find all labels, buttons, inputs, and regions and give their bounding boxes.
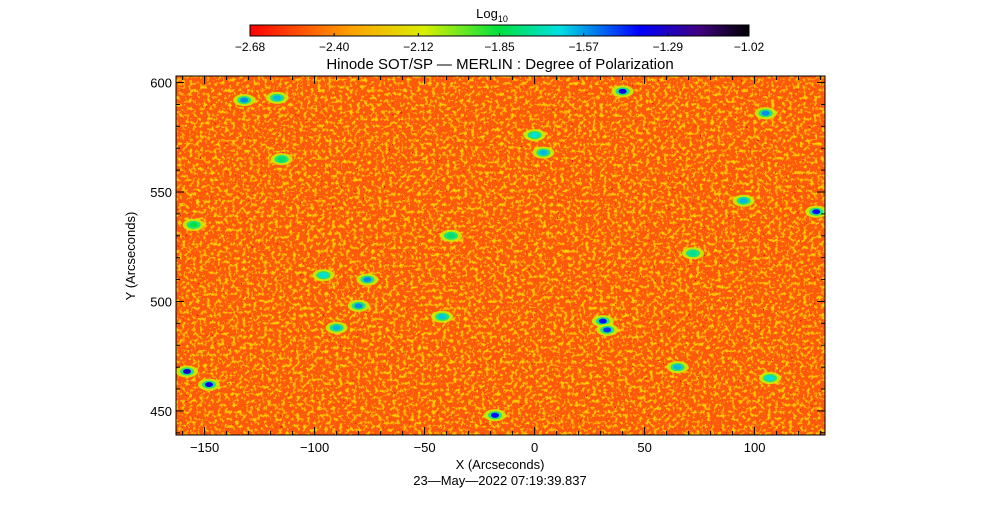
region-core — [603, 327, 612, 333]
chart-title: Hinode SOT/SP — MERLIN : Degree of Polar… — [326, 56, 673, 73]
high-polarization-region — [532, 146, 555, 159]
high-polarization-region — [523, 129, 546, 142]
high-polarization-region — [325, 321, 348, 334]
plot-frame — [175, 75, 826, 436]
high-polarization-region — [805, 205, 825, 218]
heatmap-image — [176, 76, 825, 435]
y-axis-label: Y (Arcseconds) — [123, 212, 138, 301]
region-core — [447, 233, 455, 239]
region-core — [205, 382, 213, 388]
region-core — [539, 150, 548, 156]
region-core — [598, 318, 607, 324]
region-core — [766, 375, 774, 381]
y-tick-label: 550 — [150, 185, 172, 200]
heatmap-regions — [176, 85, 825, 422]
high-polarization-region — [666, 361, 689, 374]
region-core — [354, 303, 363, 309]
high-polarization-region — [233, 94, 256, 107]
high-polarization-region — [176, 365, 198, 378]
region-core — [273, 95, 282, 101]
colorbar-label: Log10 — [476, 6, 508, 24]
x-tick-label: −150 — [190, 440, 219, 455]
x-axis-label: X (Arcseconds) — [456, 457, 545, 472]
x-axis: −150 −100 −50 0 50 100 — [182, 76, 822, 455]
region-core — [363, 277, 372, 283]
y-tick-label: 600 — [150, 76, 172, 91]
region-core — [739, 198, 748, 204]
high-polarization-region — [754, 107, 777, 120]
region-core — [530, 132, 539, 138]
high-polarization-region — [440, 229, 462, 242]
high-polarization-region — [266, 91, 289, 104]
x-tick-label: 0 — [531, 440, 538, 455]
timestamp: 23—May—2022 07:19:39.837 — [413, 473, 586, 488]
region-core — [183, 369, 191, 375]
region-core — [491, 412, 499, 418]
region-core — [240, 97, 249, 103]
x-tick-label: 50 — [637, 440, 651, 455]
colorbar-ticks: −2.68 −2.40 −2.12 −1.85 −1.57 −1.29 −1.02 — [235, 33, 765, 54]
high-polarization-region — [431, 310, 454, 323]
x-tick-label: −100 — [300, 440, 329, 455]
high-polarization-region — [312, 269, 335, 282]
high-polarization-region — [347, 299, 370, 312]
high-polarization-region — [198, 378, 220, 391]
region-core — [618, 88, 627, 94]
colorbar-tick-label: −1.57 — [568, 40, 599, 54]
heatmap-texture-red — [176, 76, 825, 435]
x-tick-label: 100 — [744, 440, 766, 455]
region-core — [332, 325, 341, 331]
high-polarization-region — [484, 409, 506, 422]
y-axis: 450 500 550 600 — [150, 76, 825, 434]
y-tick-label: 450 — [150, 404, 172, 419]
colorbar-tick-label: −1.02 — [734, 40, 765, 54]
high-polarization-region — [611, 85, 634, 98]
region-core — [689, 250, 697, 256]
y-tick-label: 500 — [150, 294, 172, 309]
colorbar-tick-label: −2.12 — [403, 40, 434, 54]
high-polarization-region — [182, 218, 205, 231]
colorbar-tick-label: −1.85 — [484, 40, 515, 54]
region-core — [812, 209, 821, 215]
region-core — [673, 364, 682, 370]
colorbar: Log10 −2.68 −2.40 −2.12 −1.85 −1.57 −1.29 −1.0… — [235, 6, 765, 54]
high-polarization-region — [682, 247, 704, 260]
region-core — [189, 222, 198, 228]
region-core — [761, 110, 770, 116]
high-polarization-region — [596, 323, 619, 336]
high-polarization-region — [356, 273, 379, 286]
high-polarization-region — [732, 194, 755, 207]
colorbar-tick-label: −2.68 — [235, 40, 266, 54]
region-core — [277, 156, 286, 162]
high-polarization-region — [759, 372, 781, 385]
region-core — [319, 272, 328, 278]
high-polarization-region — [270, 153, 293, 166]
region-core — [438, 314, 447, 320]
x-tick-label: −50 — [414, 440, 436, 455]
colorbar-tick-label: −1.29 — [653, 40, 684, 54]
colorbar-tick-label: −2.40 — [319, 40, 350, 54]
